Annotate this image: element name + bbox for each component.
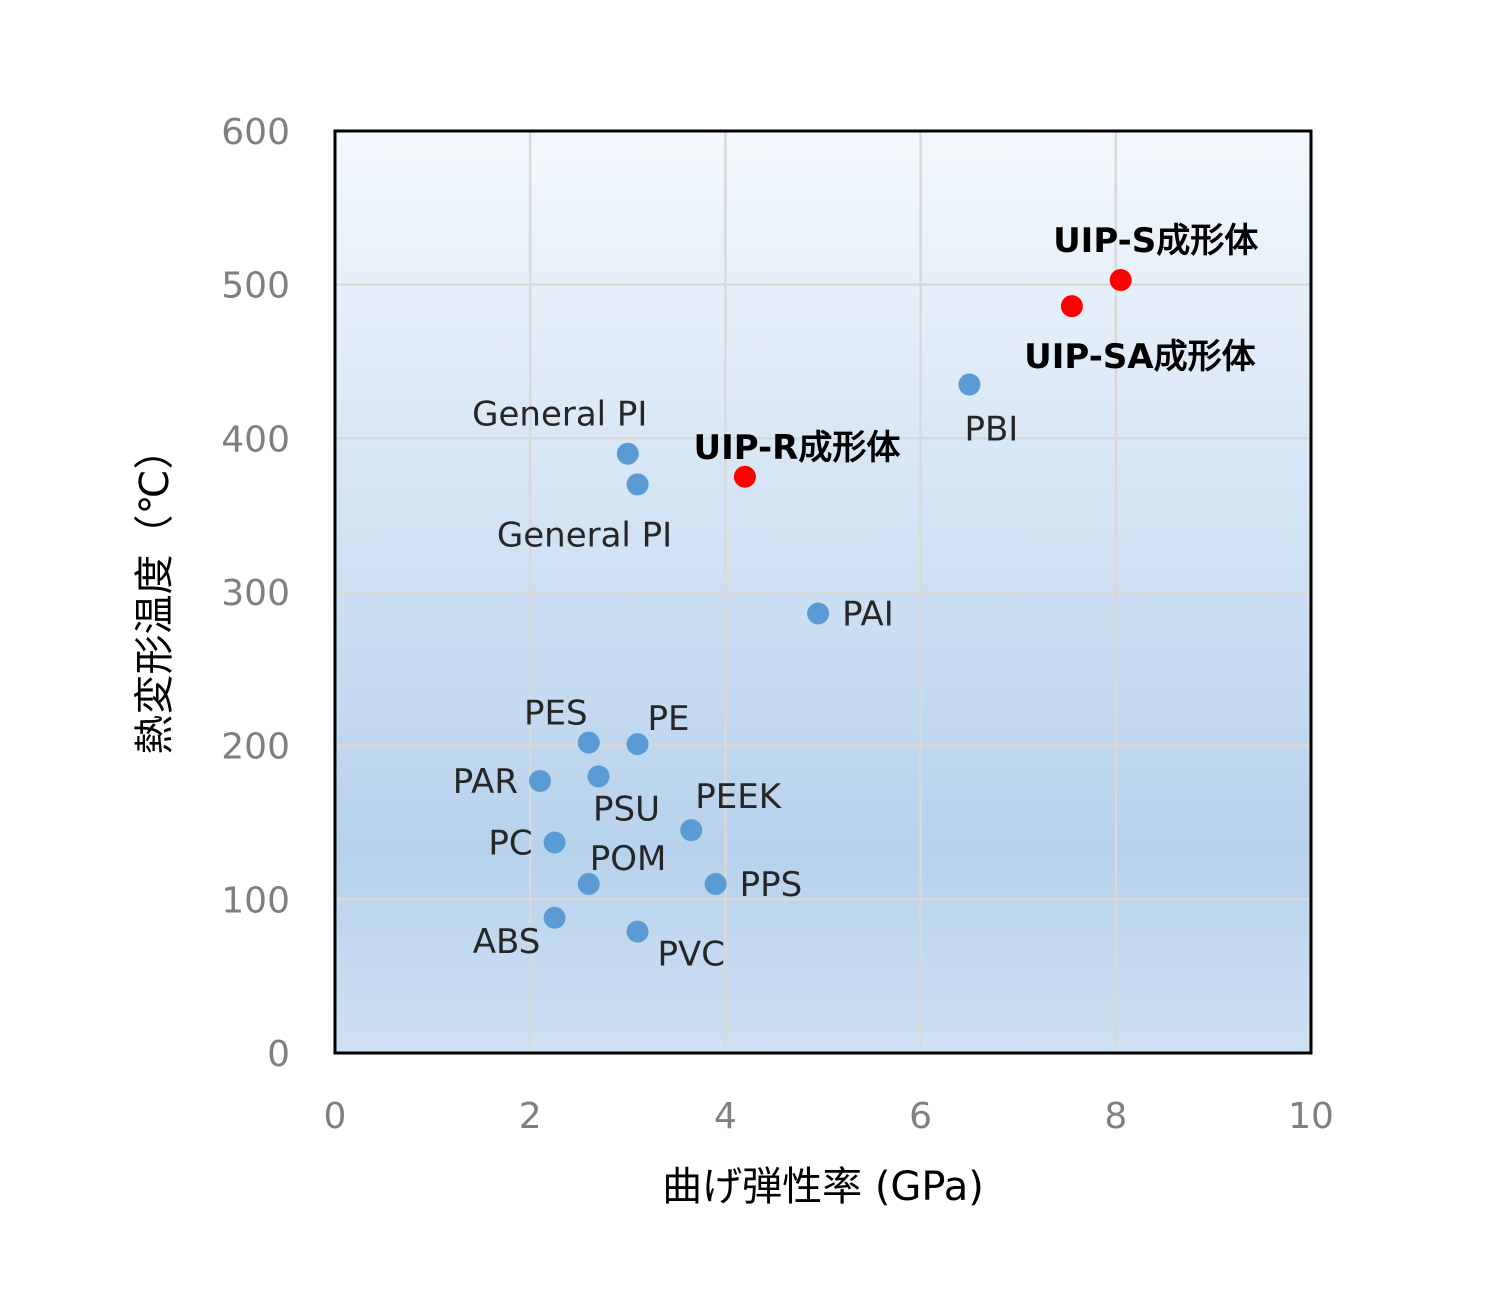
highlight-point — [1060, 295, 1083, 318]
point-label: PC — [488, 823, 532, 863]
point-label: PBI — [964, 410, 1018, 450]
y-tick-label: 500 — [221, 266, 290, 307]
y-axis-title: 熱変形温度（℃） — [132, 430, 178, 755]
point-label: PAR — [453, 762, 518, 802]
point-label: PSU — [593, 789, 660, 829]
point-label: POM — [590, 839, 667, 879]
data-point — [616, 442, 639, 465]
data-point — [704, 872, 727, 895]
plot-border — [333, 129, 1313, 1055]
point-label: PAI — [842, 595, 894, 635]
point-label: PPS — [740, 865, 803, 905]
x-tick-label: 8 — [1104, 1096, 1127, 1137]
point-label: ABS — [473, 922, 541, 962]
point-label: General PI — [497, 515, 672, 555]
y-axis-ticks: 0 100 200 300 400 500 600 — [221, 112, 290, 1075]
highlight-point — [1109, 269, 1132, 292]
point-label: UIP-SA成形体 — [1024, 337, 1256, 377]
x-tick-label: 6 — [909, 1096, 932, 1137]
data-point — [543, 831, 566, 854]
data-point — [807, 602, 830, 625]
point-label: PES — [524, 694, 588, 734]
point-label: PEEK — [695, 777, 782, 817]
y-tick-label: 600 — [221, 112, 290, 153]
y-tick-label: 300 — [221, 573, 290, 614]
x-tick-label: 2 — [519, 1096, 542, 1137]
y-tick-label: 0 — [267, 1034, 290, 1075]
point-label: PVC — [658, 935, 726, 975]
highlight-point — [733, 465, 756, 488]
y-tick-label: 100 — [221, 880, 290, 921]
y-tick-label: 200 — [221, 727, 290, 768]
data-point — [577, 872, 600, 895]
x-tick-label: 4 — [714, 1096, 737, 1137]
x-tick-label: 10 — [1288, 1096, 1334, 1137]
y-tick-label: 400 — [221, 419, 290, 460]
point-label: General PI — [472, 395, 647, 435]
data-point — [626, 920, 649, 943]
point-label: UIP-R成形体 — [693, 428, 900, 468]
data-point — [577, 731, 600, 754]
x-tick-label: 0 — [324, 1096, 347, 1137]
data-point — [626, 733, 649, 756]
data-point — [543, 906, 566, 929]
point-label: UIP-S成形体 — [1053, 221, 1258, 261]
x-axis-ticks: 0 2 4 6 8 10 — [324, 1096, 1334, 1137]
data-point — [528, 770, 551, 793]
data-point — [587, 765, 610, 788]
data-point — [680, 819, 703, 842]
x-axis-title: 曲げ弾性率 (GPa) — [662, 1164, 984, 1210]
data-point — [626, 473, 649, 496]
point-label: PE — [648, 699, 690, 739]
data-points — [528, 269, 1132, 943]
data-point — [958, 373, 981, 396]
point-labels: General PI General PI UIP-R成形体 PBI UIP-S成形体 U… — [453, 221, 1259, 975]
